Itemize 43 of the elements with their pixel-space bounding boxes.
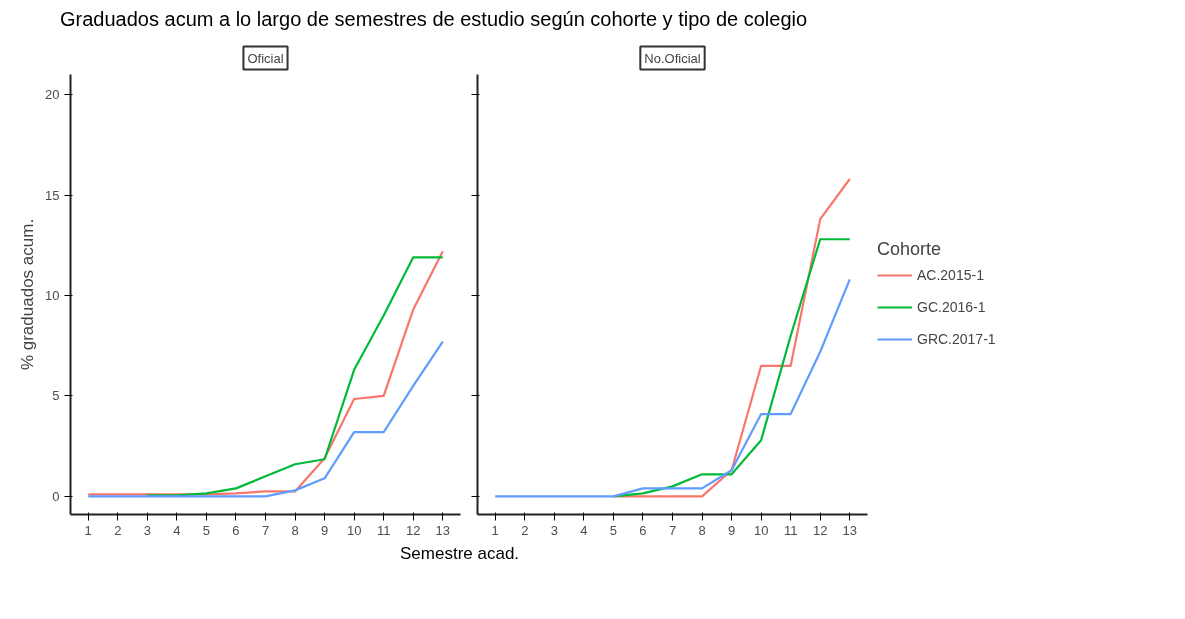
x-tick-label: 7 xyxy=(668,522,677,538)
x-tick-label: 1 xyxy=(84,522,92,538)
line-series xyxy=(146,255,444,497)
x-tick-label: 4 xyxy=(173,522,181,538)
x-tick-label: 13 xyxy=(842,522,858,538)
legend-label: GC.2016-1 xyxy=(917,298,986,315)
x-tick-label: 5 xyxy=(609,522,618,538)
y-tick-label: 5 xyxy=(52,388,60,404)
x-tick-label: 4 xyxy=(580,522,588,538)
x-tick-label: 1 xyxy=(491,522,499,538)
y-tick-label: 20 xyxy=(45,86,60,102)
x-tick-label: 6 xyxy=(232,522,240,538)
y-tick-label: 0 xyxy=(52,488,60,504)
x-tick-label: 3 xyxy=(143,522,151,538)
chart-subtitle: Oficial xyxy=(247,50,284,66)
x-tick-label: 12 xyxy=(813,522,828,538)
x-axis-title: Semestre acad. xyxy=(400,542,520,565)
x-tick-label: 2 xyxy=(114,522,122,538)
x-tick-label: 5 xyxy=(202,522,211,538)
x-tick-label: 2 xyxy=(521,522,529,538)
y-tick-label: 15 xyxy=(45,187,60,203)
x-tick-label: 10 xyxy=(753,522,769,538)
line-series xyxy=(87,249,444,496)
x-tick-label: 3 xyxy=(550,522,558,538)
chart-subtitle: No.Oficial xyxy=(644,50,701,66)
legend-title: Cohorte xyxy=(877,238,943,260)
x-tick-label: 10 xyxy=(346,522,362,538)
chart-title: Graduados acum a lo largo de semestres de estudio según cohorte y tipo de colegio xyxy=(60,7,808,32)
x-tick-label: 7 xyxy=(261,522,270,538)
legend-label: AC.2015-1 xyxy=(917,266,984,283)
y-tick-label: 10 xyxy=(45,287,60,303)
x-tick-label: 8 xyxy=(291,522,299,538)
legend-label: GRC.2017-1 xyxy=(917,330,996,347)
x-tick-label: 12 xyxy=(406,522,421,538)
x-tick-label: 9 xyxy=(727,522,736,538)
y-axis-title: % graduados acum. xyxy=(18,218,38,370)
x-tick-label: 11 xyxy=(783,522,798,538)
x-tick-label: 13 xyxy=(435,522,451,538)
x-tick-label: 11 xyxy=(376,522,391,538)
x-tick-label: 6 xyxy=(639,522,647,538)
line-series xyxy=(87,340,444,498)
x-tick-label: 8 xyxy=(698,522,706,538)
x-tick-label: 9 xyxy=(320,522,329,538)
